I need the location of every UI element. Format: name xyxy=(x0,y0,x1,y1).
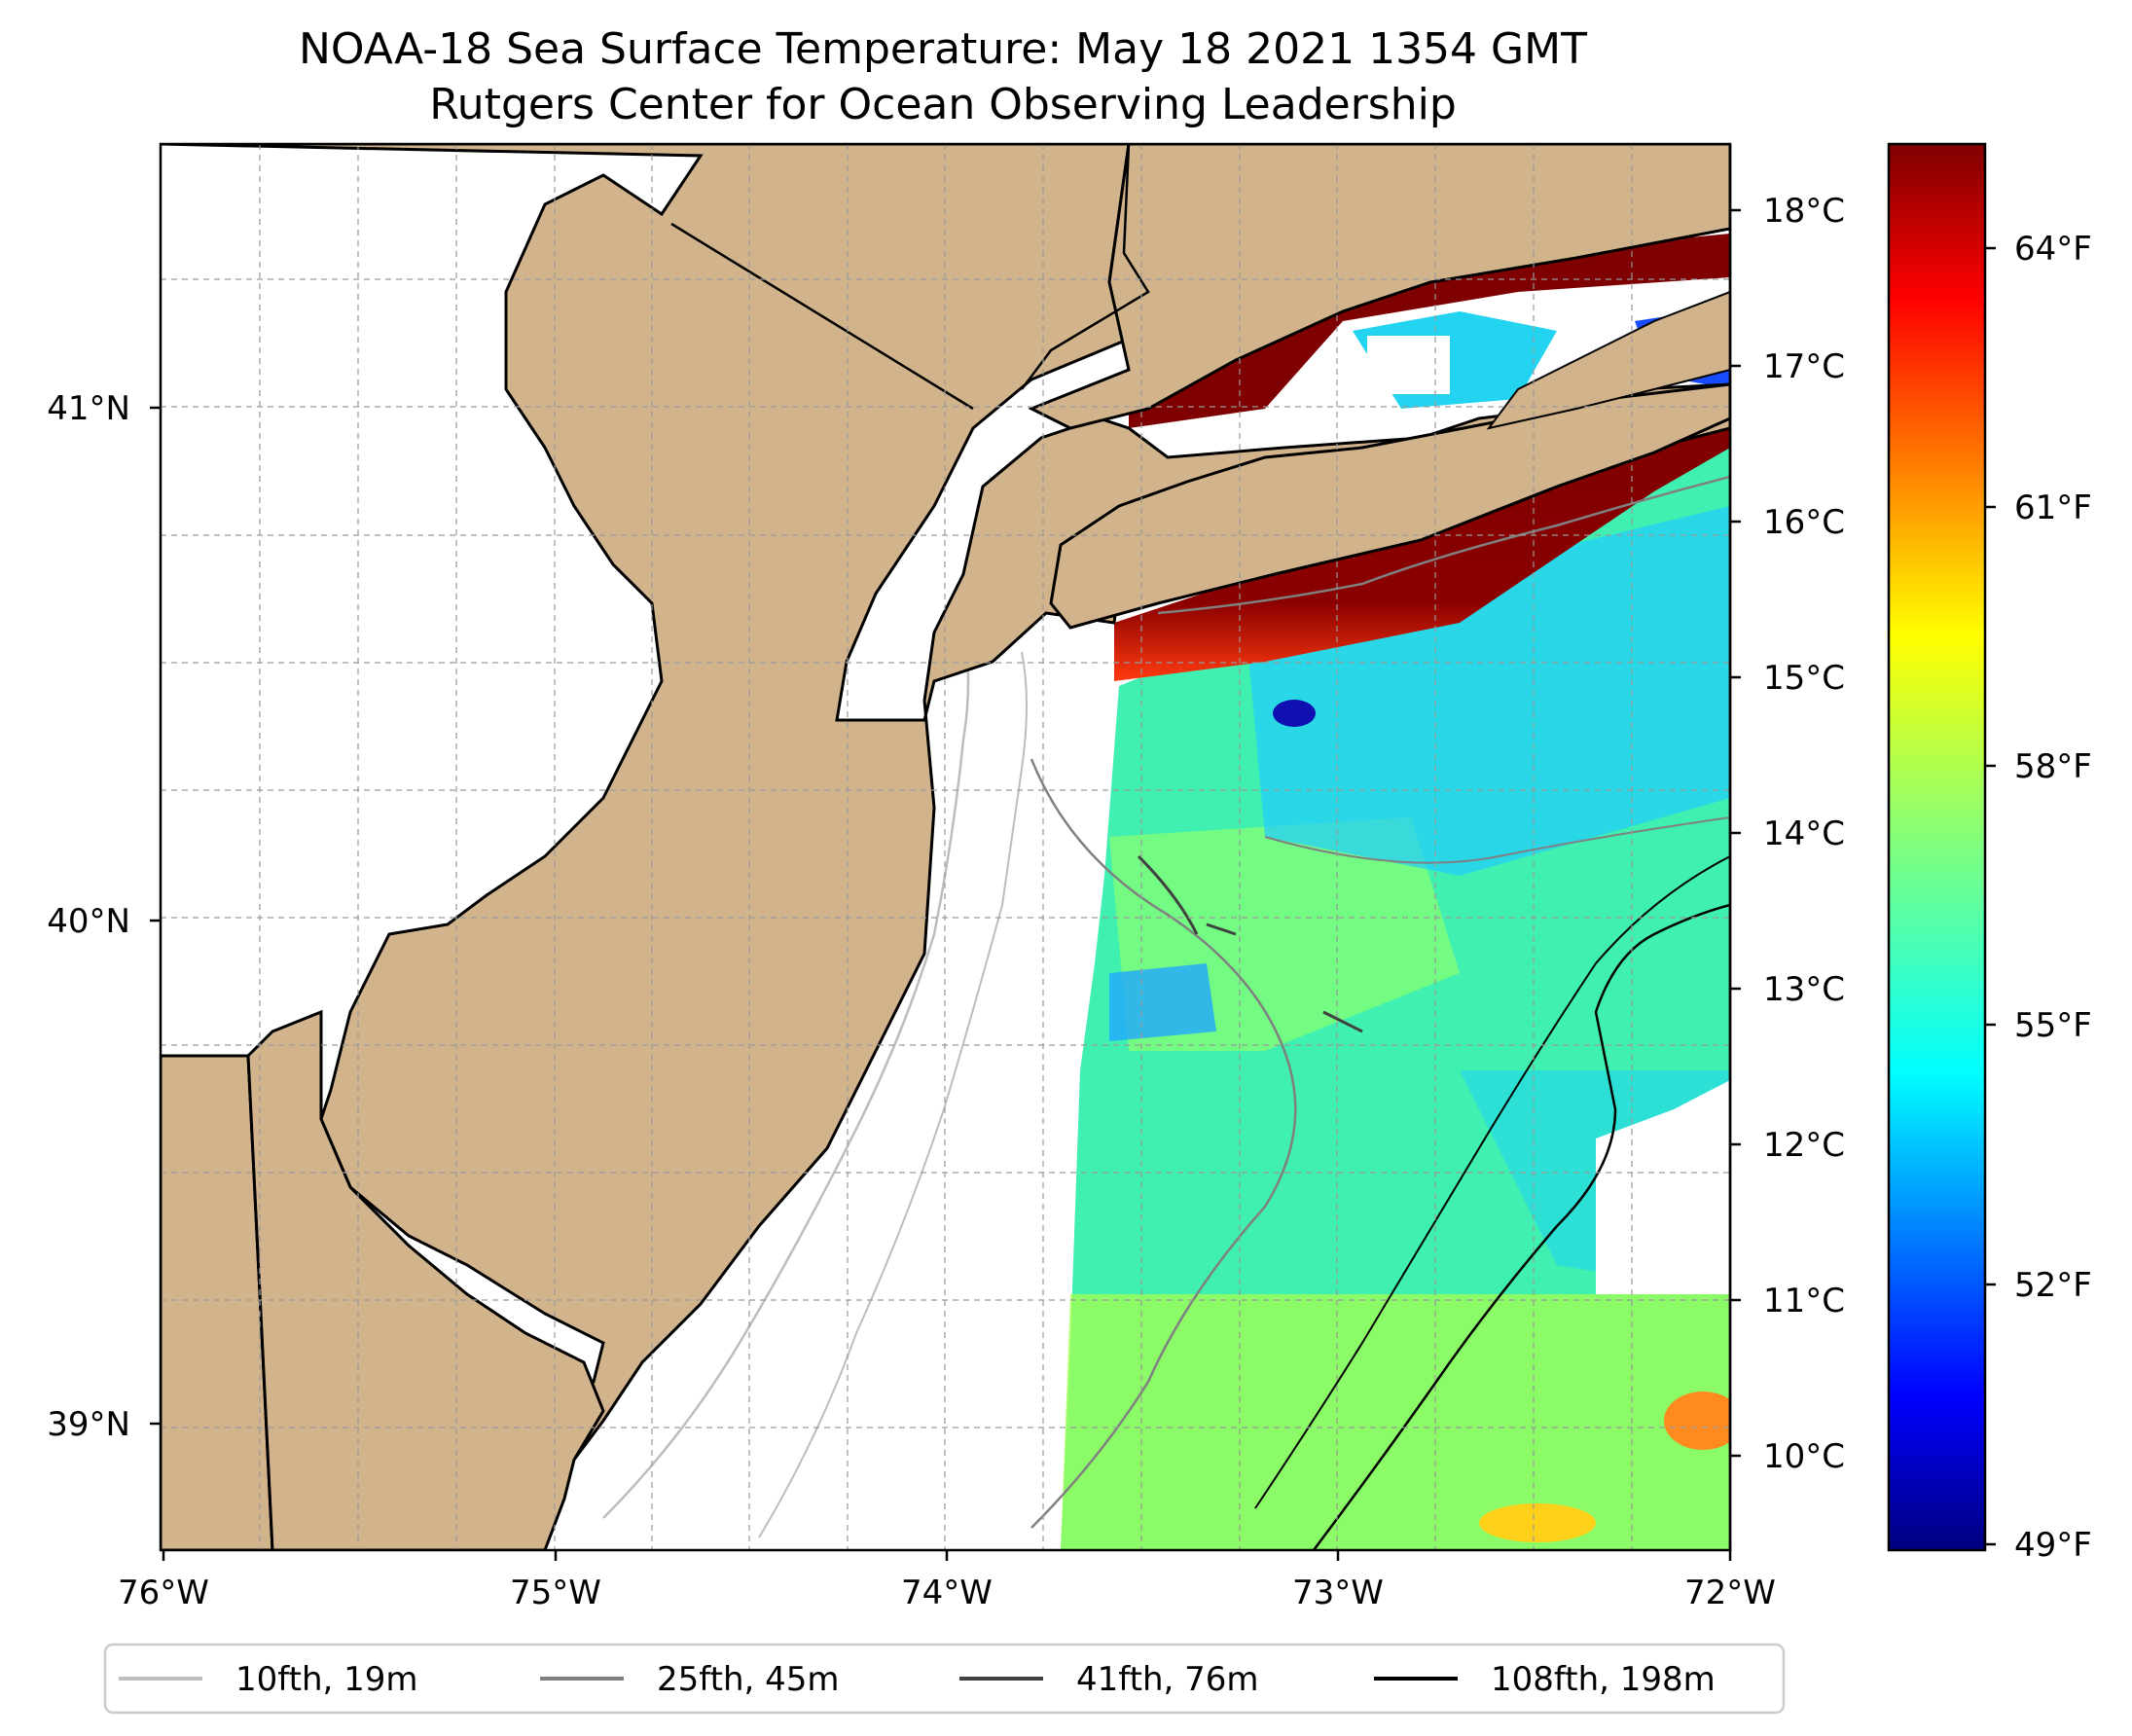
celsius-tick-label: 10°C xyxy=(1763,1437,1845,1476)
legend-box xyxy=(103,1643,1786,1715)
cape-may-land xyxy=(246,1009,605,1550)
celsius-tick-label: 17°C xyxy=(1763,347,1845,386)
bathymetry-contours xyxy=(602,475,1730,1550)
celsius-axis-ticks xyxy=(1728,144,1741,1550)
colorbar xyxy=(1887,142,1987,1552)
gridlines xyxy=(161,144,1730,1550)
lon-tick-label: 73°W xyxy=(1292,1573,1384,1612)
celsius-tick-label: 12°C xyxy=(1763,1126,1845,1165)
sst-warm-nearshore-li xyxy=(1114,418,1730,681)
celsius-tick-label: 16°C xyxy=(1763,503,1845,542)
sst-cloud-gap xyxy=(1367,336,1450,394)
fahrenheit-tick-label: 64°F xyxy=(2014,230,2092,269)
contour-10fth-outer xyxy=(758,651,1028,1538)
contour-10fth xyxy=(602,622,970,1519)
border-nj-ny xyxy=(670,222,974,411)
celsius-tick-label: 18°C xyxy=(1763,192,1845,231)
lat-tick-label: 39°N xyxy=(47,1405,130,1444)
contour-25fth-north xyxy=(1157,475,1730,615)
fahrenheit-tick-label: 52°F xyxy=(2014,1266,2092,1305)
legend-label: 10fth, 19m xyxy=(235,1660,418,1699)
long-island-north-fork xyxy=(1486,290,1730,430)
fahrenheit-axis-ticks xyxy=(1985,246,1996,1546)
fahrenheit-tick-label: 58°F xyxy=(2014,747,2092,786)
legend: 10fth, 19m 25fth, 45m 41fth, 76m 108fth,… xyxy=(103,1643,1786,1715)
land xyxy=(161,144,1730,1550)
legend-label: 41fth, 76m xyxy=(1076,1660,1259,1699)
lon-tick-label: 75°W xyxy=(510,1573,601,1612)
legend-label: 25fth, 45m xyxy=(657,1660,840,1699)
sst-warm-sound xyxy=(1129,234,1730,428)
fahrenheit-tick-label: 61°F xyxy=(2014,488,2092,527)
lat-tick-label: 40°N xyxy=(47,902,130,941)
lon-tick-label: 76°W xyxy=(118,1573,209,1612)
celsius-tick-label: 13°C xyxy=(1763,970,1845,1009)
sst-cool-patch xyxy=(1109,963,1216,1041)
contour-25fth xyxy=(1030,758,1297,1529)
map-panel xyxy=(161,144,1730,1550)
map-title: NOAA-18 Sea Surface Temperature: May 18 … xyxy=(299,24,1587,74)
sst-field xyxy=(1061,234,1730,1550)
delaware-land xyxy=(161,1054,274,1550)
map-subtitle: Rutgers Center for Ocean Observing Leade… xyxy=(429,80,1457,129)
border-ny-ct xyxy=(1021,144,1150,390)
sst-warm-spot-2 xyxy=(1479,1503,1596,1542)
lon-tick-label: 74°W xyxy=(901,1573,993,1612)
celsius-tick-label: 15°C xyxy=(1763,659,1845,698)
celsius-tick-label: 11°C xyxy=(1763,1282,1845,1320)
lat-tick-label: 41°N xyxy=(47,389,130,428)
legend-label: 108fth, 198m xyxy=(1491,1660,1716,1699)
contour-108fth xyxy=(1313,903,1730,1550)
axis-ticks xyxy=(150,406,1732,1561)
contour-41fth xyxy=(1137,854,1363,1033)
fahrenheit-tick-label: 49°F xyxy=(2014,1526,2092,1565)
sst-warm-south xyxy=(1061,1294,1730,1550)
sst-cold-eddy xyxy=(1273,700,1316,727)
contour-108fth-inner xyxy=(1254,855,1730,1509)
lon-tick-label: 72°W xyxy=(1684,1573,1776,1612)
celsius-tick-label: 14°C xyxy=(1763,814,1845,853)
connecticut-land xyxy=(1028,144,1730,430)
sst-warm-spot xyxy=(1664,1392,1730,1450)
fahrenheit-tick-label: 55°F xyxy=(2014,1006,2092,1045)
sst-cloud-gap-east xyxy=(1596,1080,1730,1294)
contour-25fth-mid xyxy=(1264,816,1730,864)
